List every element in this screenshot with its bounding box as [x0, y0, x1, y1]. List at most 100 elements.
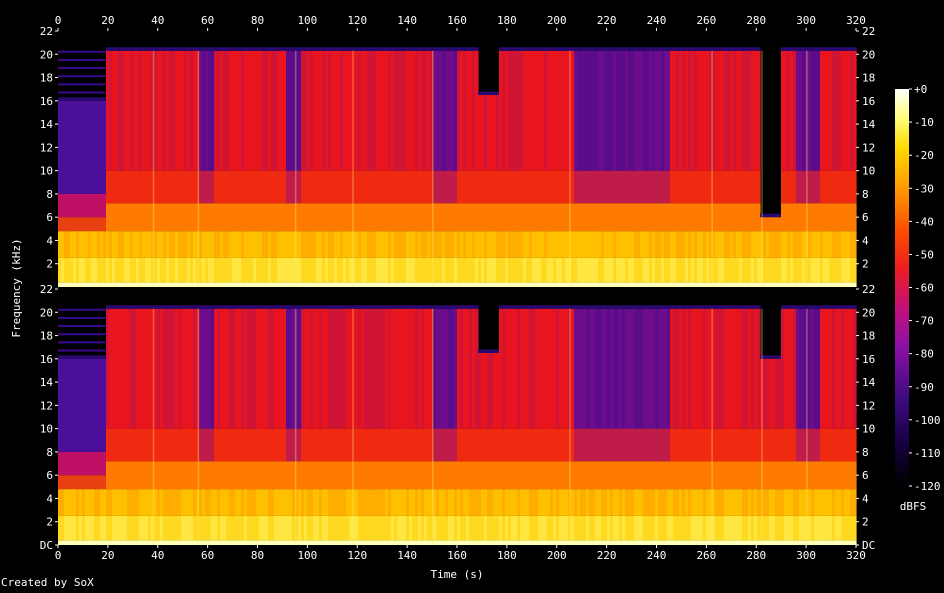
- spectrum-band: [64, 489, 68, 516]
- cutoff-edge: [472, 47, 476, 51]
- spectrum-band: [625, 308, 629, 429]
- spectrum-band: [199, 308, 203, 429]
- cutoff-edge: [418, 305, 422, 309]
- cutoff-edge: [388, 305, 392, 309]
- spectrum-band: [271, 461, 275, 490]
- cutoff-edge: [271, 47, 275, 51]
- spectrum-band: [520, 428, 524, 462]
- spectrum-band: [313, 515, 317, 541]
- spectrum-band: [385, 428, 389, 462]
- spectrum-band: [172, 282, 176, 287]
- spectrum-band: [109, 257, 113, 283]
- cutoff-edge: [709, 47, 713, 51]
- spectrum-band: [673, 170, 677, 204]
- spectrum-band: [742, 461, 746, 490]
- spectrum-band: [547, 308, 551, 429]
- spectrum-band: [208, 257, 212, 283]
- spectrum-band: [799, 170, 803, 204]
- cutoff-edge: [64, 97, 68, 101]
- spectrum-band: [190, 515, 194, 541]
- spectrum-band: [742, 308, 746, 429]
- spectrum-band: [766, 358, 770, 429]
- spectrum-band: [529, 461, 533, 490]
- onset-streak: [711, 50, 713, 287]
- spectrum-band: [100, 475, 104, 490]
- spectrum-band: [703, 540, 707, 545]
- spectrum-band: [796, 257, 800, 283]
- spectrum-band: [517, 231, 521, 258]
- spectrum-band: [844, 428, 848, 462]
- spectrum-band: [805, 50, 809, 171]
- spectrum-band: [601, 282, 605, 287]
- spectrum-band: [739, 50, 743, 171]
- spectrum-band: [277, 50, 281, 171]
- spectrum-band: [604, 540, 608, 545]
- spectrum-band: [586, 461, 590, 490]
- spectrum-band: [553, 489, 557, 516]
- spectrum-band: [394, 540, 398, 545]
- spectrum-band: [301, 515, 305, 541]
- spectrum-band: [235, 428, 239, 462]
- spectrum-band: [832, 50, 836, 171]
- spectrum-band: [535, 540, 539, 545]
- spectrum-band: [499, 50, 503, 171]
- spectrum-band: [484, 282, 488, 287]
- cutoff-edge: [223, 305, 227, 309]
- spectrum-band: [388, 461, 392, 490]
- spectrum-band: [277, 282, 281, 287]
- spectrum-band: [175, 308, 179, 429]
- spectrum-band: [592, 257, 596, 283]
- spectrum-band: [385, 50, 389, 171]
- spectrum-band: [586, 540, 590, 545]
- spectrum-band: [88, 257, 92, 283]
- spectrum-band: [847, 461, 851, 490]
- spectrum-band: [781, 257, 785, 283]
- spectrum-band: [763, 358, 767, 429]
- spectrum-band: [607, 50, 611, 171]
- spectrum-band: [601, 515, 605, 541]
- spectrum-band: [322, 203, 326, 232]
- spectrum-band: [70, 540, 74, 545]
- spectrum-band: [454, 515, 458, 541]
- spectrum-band: [409, 515, 413, 541]
- y-tick-label: 14: [40, 118, 54, 131]
- spectrum-band: [508, 170, 512, 204]
- spectrum-band: [592, 461, 596, 490]
- spectrum-band: [298, 308, 302, 429]
- spectrum-band: [577, 308, 581, 429]
- spectrum-band: [808, 540, 812, 545]
- spectrum-band: [526, 308, 530, 429]
- spectrum-band: [517, 203, 521, 232]
- cutoff-edge: [541, 305, 545, 309]
- spectrum-band: [304, 50, 308, 171]
- cutoff-edge: [619, 305, 623, 309]
- spectrum-band: [313, 308, 317, 429]
- spectrum-band: [448, 489, 452, 516]
- spectrum-band: [313, 461, 317, 490]
- spectrum-band: [559, 231, 563, 258]
- cutoff-edge: [463, 305, 467, 309]
- spectrum-band: [643, 282, 647, 287]
- spectrum-band: [487, 489, 491, 516]
- spectrum-band: [253, 203, 257, 232]
- spectrum-band: [589, 257, 593, 283]
- x-tick-label: 140: [397, 14, 417, 27]
- spectrum-band: [424, 203, 428, 232]
- spectrum-band: [559, 170, 563, 204]
- spectrum-band: [784, 231, 788, 258]
- spectrum-band: [106, 170, 110, 204]
- intro-tone: [58, 67, 106, 70]
- spectrum-band: [853, 50, 857, 171]
- spectrum-band: [592, 231, 596, 258]
- spectrum-band: [226, 540, 230, 545]
- spectrum-band: [142, 231, 146, 258]
- spectrum-band: [418, 308, 422, 429]
- spectrum-band: [67, 282, 71, 287]
- spectrum-band: [136, 282, 140, 287]
- spectrum-band: [190, 540, 194, 545]
- spectrum-band: [526, 489, 530, 516]
- spectrum-band: [418, 428, 422, 462]
- spectrum-band: [67, 515, 71, 541]
- spectrum-band: [268, 540, 272, 545]
